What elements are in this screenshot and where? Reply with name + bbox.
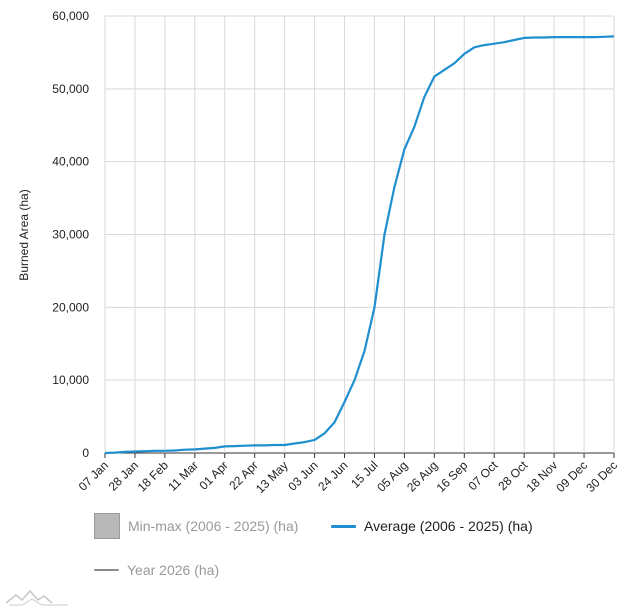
y-tick-label: 60,000 <box>52 9 89 23</box>
x-tick-label: 07 Jan <box>76 458 111 493</box>
legend-label-average: Average (2006 - 2025) (ha) <box>364 518 533 534</box>
x-tick-label: 18 Feb <box>135 458 172 495</box>
y-axis-title: Burned Area (ha) <box>17 189 31 280</box>
x-tick-label: 28 Jan <box>106 458 141 493</box>
x-tick-label: 24 Jun <box>315 458 350 493</box>
x-tick-label: 30 Dec <box>583 458 620 495</box>
year-swatch <box>94 569 119 571</box>
legend-label-year: Year 2026 (ha) <box>127 562 220 578</box>
mountains-logo-icon <box>6 589 68 606</box>
x-tick-label: 09 Dec <box>553 458 590 495</box>
burned-area-chart: 0 10,000 20,000 30,000 40,000 50,000 60,000 07… <box>17 9 620 496</box>
legend-item-minmax[interactable]: Min-max (2006 - 2025) (ha) <box>94 513 298 539</box>
x-tick-label: 05 Aug <box>374 458 410 494</box>
x-tick-label: 03 Jun <box>285 458 320 493</box>
y-tick-label: 40,000 <box>52 155 89 169</box>
legend-item-year[interactable]: Year 2026 (ha) <box>94 562 219 578</box>
y-tick-label: 30,000 <box>52 228 89 242</box>
x-tick-label: 11 Mar <box>165 458 201 494</box>
series-layer <box>104 35 615 455</box>
minmax-swatch <box>94 513 120 539</box>
y-axis-ticks: 0 10,000 20,000 30,000 40,000 50,000 60,000 <box>52 9 89 460</box>
x-tick-label: 07 Oct <box>465 458 500 493</box>
x-tick-label: 01 Apr <box>196 458 230 492</box>
x-tick-label: 18 Nov <box>523 458 560 495</box>
legend-item-average[interactable]: Average (2006 - 2025) (ha) <box>331 518 533 534</box>
average-swatch <box>331 524 356 528</box>
x-tick-label: 26 Aug <box>404 458 440 494</box>
average-series-line <box>104 35 615 455</box>
y-tick-label: 20,000 <box>52 300 89 314</box>
y-tick-label: 0 <box>82 446 89 460</box>
y-tick-label: 10,000 <box>52 373 89 387</box>
y-tick-label: 50,000 <box>52 82 89 96</box>
x-tick-label: 16 Sep <box>434 458 471 495</box>
grid <box>104 15 615 454</box>
x-tick-label: 13 May <box>253 458 291 496</box>
legend-label-minmax: Min-max (2006 - 2025) (ha) <box>128 518 299 534</box>
